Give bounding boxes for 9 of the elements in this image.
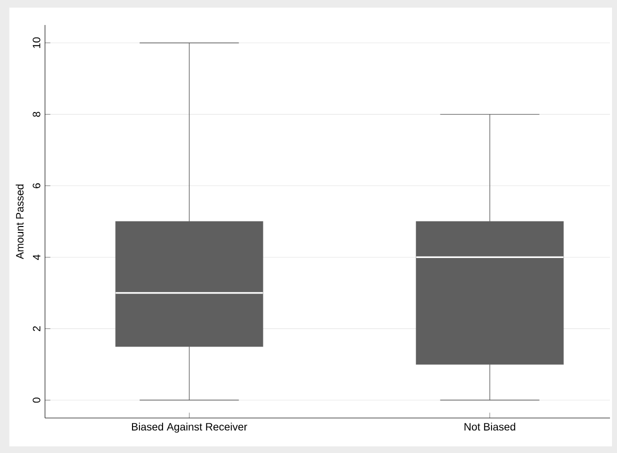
y-tick-label: 6: [32, 183, 40, 188]
y-tick-label: 0: [32, 398, 40, 403]
y-tick-label: 10: [32, 37, 40, 48]
y-axis-title: Amount Passed: [16, 184, 24, 260]
y-tick-label: 4: [32, 254, 40, 260]
x-tick-label: Biased Against Receiver: [132, 422, 248, 433]
y-tick-label: 8: [32, 112, 40, 117]
x-tick-label: Not Biased: [464, 422, 516, 431]
y-tick-label: 2: [32, 326, 40, 332]
